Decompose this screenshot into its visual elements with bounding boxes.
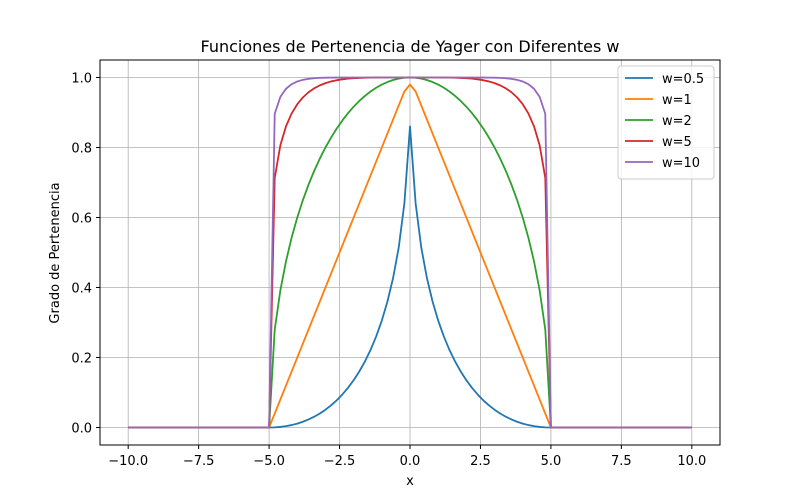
legend-box <box>617 65 715 180</box>
legend: w=0.5 w=1 w=2 w=5 w=10 <box>617 65 715 180</box>
series-line-w-10 <box>128 76 692 429</box>
legend-label: w=0.5 <box>662 72 704 87</box>
x-tick-label: −2.5 <box>324 454 356 469</box>
legend-label: w=5 <box>662 135 692 150</box>
y-tick-label: 0.8 <box>71 142 92 157</box>
x-tick-label: 10.0 <box>677 454 706 469</box>
legend-label: w=10 <box>662 156 700 171</box>
y-axis-label: Grado de Pertenencia <box>48 182 63 323</box>
legend-label: w=2 <box>662 114 692 129</box>
plot-lines <box>128 76 692 429</box>
x-tick-label: −10.0 <box>108 454 148 469</box>
y-axis-ticks: 0.0 0.2 0.4 0.6 0.8 1.0 <box>71 72 100 437</box>
chart-title: Funciones de Pertenencia de Yager con Di… <box>200 37 619 56</box>
y-tick-label: 0.4 <box>71 282 92 297</box>
y-tick-label: 0.0 <box>71 422 92 437</box>
x-tick-label: 2.5 <box>470 454 491 469</box>
x-tick-label: 5.0 <box>541 454 562 469</box>
x-tick-label: 7.5 <box>611 454 632 469</box>
x-axis-ticks: −10.0 −7.5 −5.0 −2.5 0.0 2.5 5.0 7.5 10.0 <box>108 445 706 469</box>
x-tick-label: 0.0 <box>400 454 421 469</box>
legend-label: w=1 <box>662 93 692 108</box>
y-tick-label: 0.2 <box>71 352 92 367</box>
y-tick-label: 1.0 <box>71 72 92 87</box>
x-tick-label: −5.0 <box>253 454 285 469</box>
x-tick-label: −7.5 <box>183 454 215 469</box>
y-tick-label: 0.6 <box>71 212 92 227</box>
x-axis-label: x <box>406 474 414 489</box>
